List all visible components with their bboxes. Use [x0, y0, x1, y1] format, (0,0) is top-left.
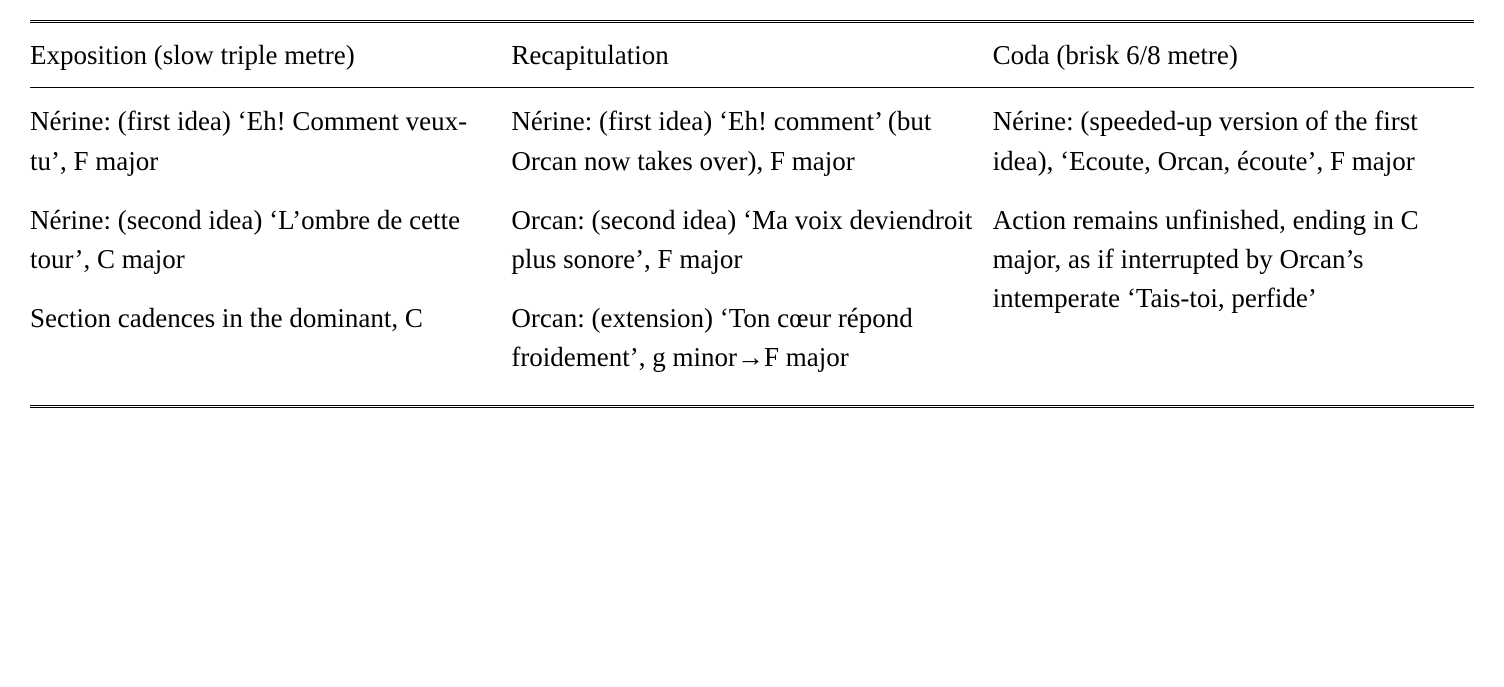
exposition-p1: Nérine: (first idea) ‘Eh! Comment veux-t… [30, 102, 493, 180]
cell-exposition: Nérine: (first idea) ‘Eh! Comment veux-t… [30, 88, 511, 407]
cell-coda: Nérine: (speeded-up version of the first… [993, 88, 1474, 407]
exposition-p3: Section cadences in the dominant, C [30, 299, 493, 338]
coda-p2: Action remains unfinished, ending in C m… [993, 201, 1456, 318]
recap-p3: Orcan: (extension) ‘Ton cœur répond froi… [511, 299, 974, 377]
header-row: Exposition (slow triple metre) Recapitul… [30, 22, 1474, 88]
body-row: Nérine: (first idea) ‘Eh! Comment veux-t… [30, 88, 1474, 407]
recap-p2: Orcan: (second idea) ‘Ma voix deviendroi… [511, 201, 974, 279]
recap-p1: Nérine: (first idea) ‘Eh! comment’ (but … [511, 102, 974, 180]
col-header-coda: Coda (brisk 6/8 metre) [993, 22, 1474, 88]
coda-p1: Nérine: (speeded-up version of the first… [993, 102, 1456, 180]
col-header-exposition: Exposition (slow triple metre) [30, 22, 511, 88]
cell-recapitulation: Nérine: (first idea) ‘Eh! comment’ (but … [511, 88, 992, 407]
music-structure-table: Exposition (slow triple metre) Recapitul… [30, 20, 1474, 408]
exposition-p2: Nérine: (second idea) ‘L’ombre de cette … [30, 201, 493, 279]
col-header-recapitulation: Recapitulation [511, 22, 992, 88]
